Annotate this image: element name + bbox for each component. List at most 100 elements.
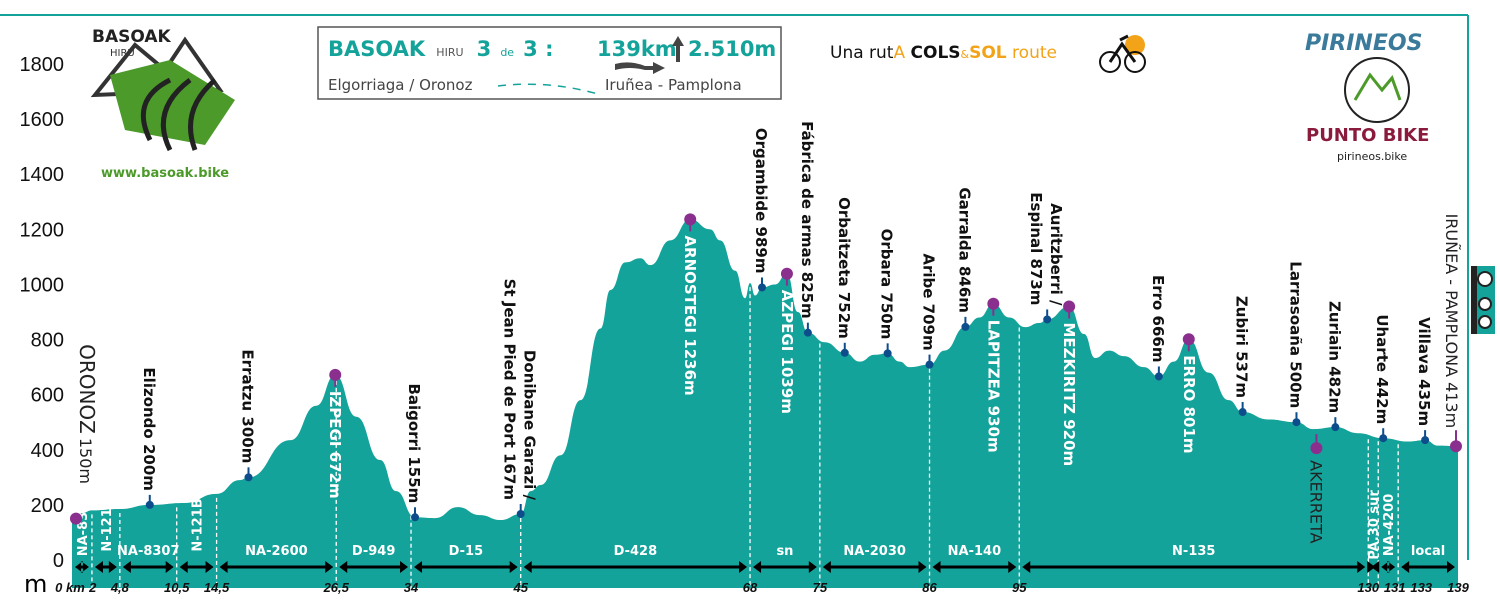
- km-tick-label: 14,5: [204, 580, 230, 595]
- waypoint-label: Donibane Garazi /: [521, 350, 539, 501]
- road-segment: NA-140: [932, 544, 1017, 573]
- y-tick-label: 600: [31, 385, 64, 407]
- waypoint-label: Espinal 873m: [1027, 192, 1045, 305]
- ascent: 2.510m: [688, 37, 776, 61]
- road-segment: N-121B: [94, 498, 117, 573]
- peak-label: IZPEGI 672m: [326, 391, 344, 499]
- km-tick-label: 45: [512, 580, 528, 595]
- waypoint-label: Uharte 442m: [1373, 314, 1391, 424]
- km-tick-label: 68: [743, 580, 758, 595]
- y-axis: 0 200 400 600 800 1000 1200 1400 1600 1800: [20, 54, 65, 572]
- y-tick-label: 1000: [20, 274, 65, 296]
- km-tick-label: 26,5: [323, 580, 350, 595]
- named-point: AKERRETA: [1306, 434, 1325, 544]
- waypoint-marker: [1292, 418, 1301, 427]
- svg-text:BASOAK HIRU 3: BASOAK HIRU 3 de 3 :: [328, 37, 554, 61]
- road-segment: D-15: [414, 544, 518, 573]
- waypoints: Elizondo 200m Erratzu 300m Baigorri 155m Do…: [70, 121, 1462, 544]
- waypoint-marker: [516, 509, 525, 518]
- stage-number: 3: [477, 37, 492, 61]
- road-label: N-121B: [191, 498, 206, 551]
- cc-license-badge: [1471, 266, 1495, 334]
- road-curve-icon: [140, 77, 217, 152]
- road-segment: NA-2600: [219, 544, 334, 573]
- y-tick-label: 800: [31, 330, 64, 352]
- pirineos-title: PIRINEOS: [1305, 31, 1422, 56]
- waypoint: Zubiri 537m: [1233, 296, 1251, 417]
- peak: IZPEGI 672m: [326, 368, 344, 499]
- waypoint-label: Larrasoaña 500m: [1286, 261, 1304, 408]
- waypoint-label: Orgambide 989m: [752, 128, 770, 274]
- profile-area: [72, 219, 1458, 588]
- route-dashed-line: [497, 83, 599, 95]
- peak-marker: [780, 267, 793, 280]
- waypoint: Villava 435m: [1415, 317, 1433, 445]
- waypoint: Elizondo 200m: [140, 367, 158, 509]
- road-segment: NA-4200: [1381, 494, 1397, 573]
- waypoint-label: Elizondo 200m: [140, 367, 158, 490]
- ascent-arrow-icon: [672, 36, 684, 62]
- waypoint: Erratzu 300m: [238, 349, 256, 482]
- named-point-marker: [1310, 442, 1323, 455]
- km-tick-label: 95: [1012, 580, 1027, 595]
- road-segment: D-428: [523, 544, 748, 573]
- road-label: D-428: [614, 544, 658, 559]
- distance-arrow-icon: [615, 62, 665, 74]
- road-label: NA-2030: [843, 544, 906, 559]
- peak-label: ERRO 801m: [1180, 355, 1198, 453]
- pirineos-logo: PIRINEOS PUNTO BIKE pirineos.bike: [1305, 31, 1429, 163]
- waypoint-marker: [1154, 372, 1163, 381]
- route-to: Iruñea - Pamplona: [605, 76, 742, 94]
- waypoint-marker: [758, 283, 767, 292]
- waypoint: Erro 666m: [1149, 275, 1167, 381]
- y-tick-label: 400: [31, 440, 64, 462]
- road-label: sn: [776, 544, 793, 559]
- y-tick-label: 0: [53, 550, 64, 572]
- km-tick-label: 0 km: [55, 580, 85, 595]
- waypoint-marker: [244, 473, 253, 482]
- start-label: ORONOZ 150m: [75, 344, 99, 484]
- peak-marker: [329, 368, 342, 381]
- basoak-url: www.basoak.bike: [101, 166, 229, 181]
- basoak-logo-title: BASOAK: [92, 27, 172, 47]
- waypoint-label: Garralda 846m: [955, 187, 973, 313]
- stage-total: 3 :: [523, 37, 553, 61]
- road-segment: local: [1401, 544, 1455, 573]
- pirineos-emblem-icon: [1344, 57, 1410, 123]
- km-tick-label: 75: [813, 580, 828, 595]
- cc-icon: [1477, 271, 1493, 287]
- peak-marker: [684, 213, 697, 226]
- road-segment: NA-8307: [117, 544, 180, 573]
- peak-marker: [1063, 300, 1076, 313]
- waypoint: Donibane Garazi /St Jean Pied de Port 16…: [501, 279, 539, 518]
- basoak-logo: BASOAK HIRU www.basoak.bike: [90, 27, 235, 181]
- waypoint-label: Auritzberri /: [1047, 203, 1065, 306]
- y-tick-label: 200: [31, 495, 64, 517]
- y-tick-label: 1800: [20, 54, 65, 76]
- segment-arrowheads-icon: [1367, 561, 1380, 573]
- segment-arrowheads-icon: [75, 561, 89, 573]
- road-label: D-15: [449, 544, 484, 559]
- segment-arrowheads-icon: [94, 561, 117, 573]
- forest-shape-icon: [110, 60, 235, 145]
- waypoint-label: Aribe 709m: [920, 253, 938, 350]
- x-axis-km: 0 km 2 4,8 10,5 14,5 26,5 34 45 68 75 86 95 130 131 13…: [55, 580, 1469, 595]
- waypoint-label: Erro 666m: [1149, 275, 1167, 363]
- segment-arrowheads-icon: [179, 561, 214, 573]
- y-tick-label: 1400: [20, 164, 65, 186]
- waypoint-label: Villava 435m: [1415, 317, 1433, 426]
- km-tick-label: 34: [404, 580, 419, 595]
- cols-sol-route: route: [1012, 43, 1057, 63]
- peak: AZPEGI 1039m: [778, 267, 796, 414]
- waypoint-marker: [925, 360, 934, 369]
- km-tick-label: 133: [1410, 580, 1432, 595]
- waypoint-marker: [840, 348, 849, 357]
- road-segments: NA-8303 N-121B NA-8307 N-121B NA-2600 D-949 D-…: [75, 287, 1455, 588]
- end-point: IRUÑEA - PAMPLONA 413m: [1442, 214, 1462, 453]
- y-unit-label: m: [24, 570, 47, 598]
- waypoint: Orbara 750m: [878, 229, 896, 358]
- road-segment: NA-8303: [75, 494, 91, 573]
- peak-label: LAPITZEA 930m: [984, 320, 1002, 453]
